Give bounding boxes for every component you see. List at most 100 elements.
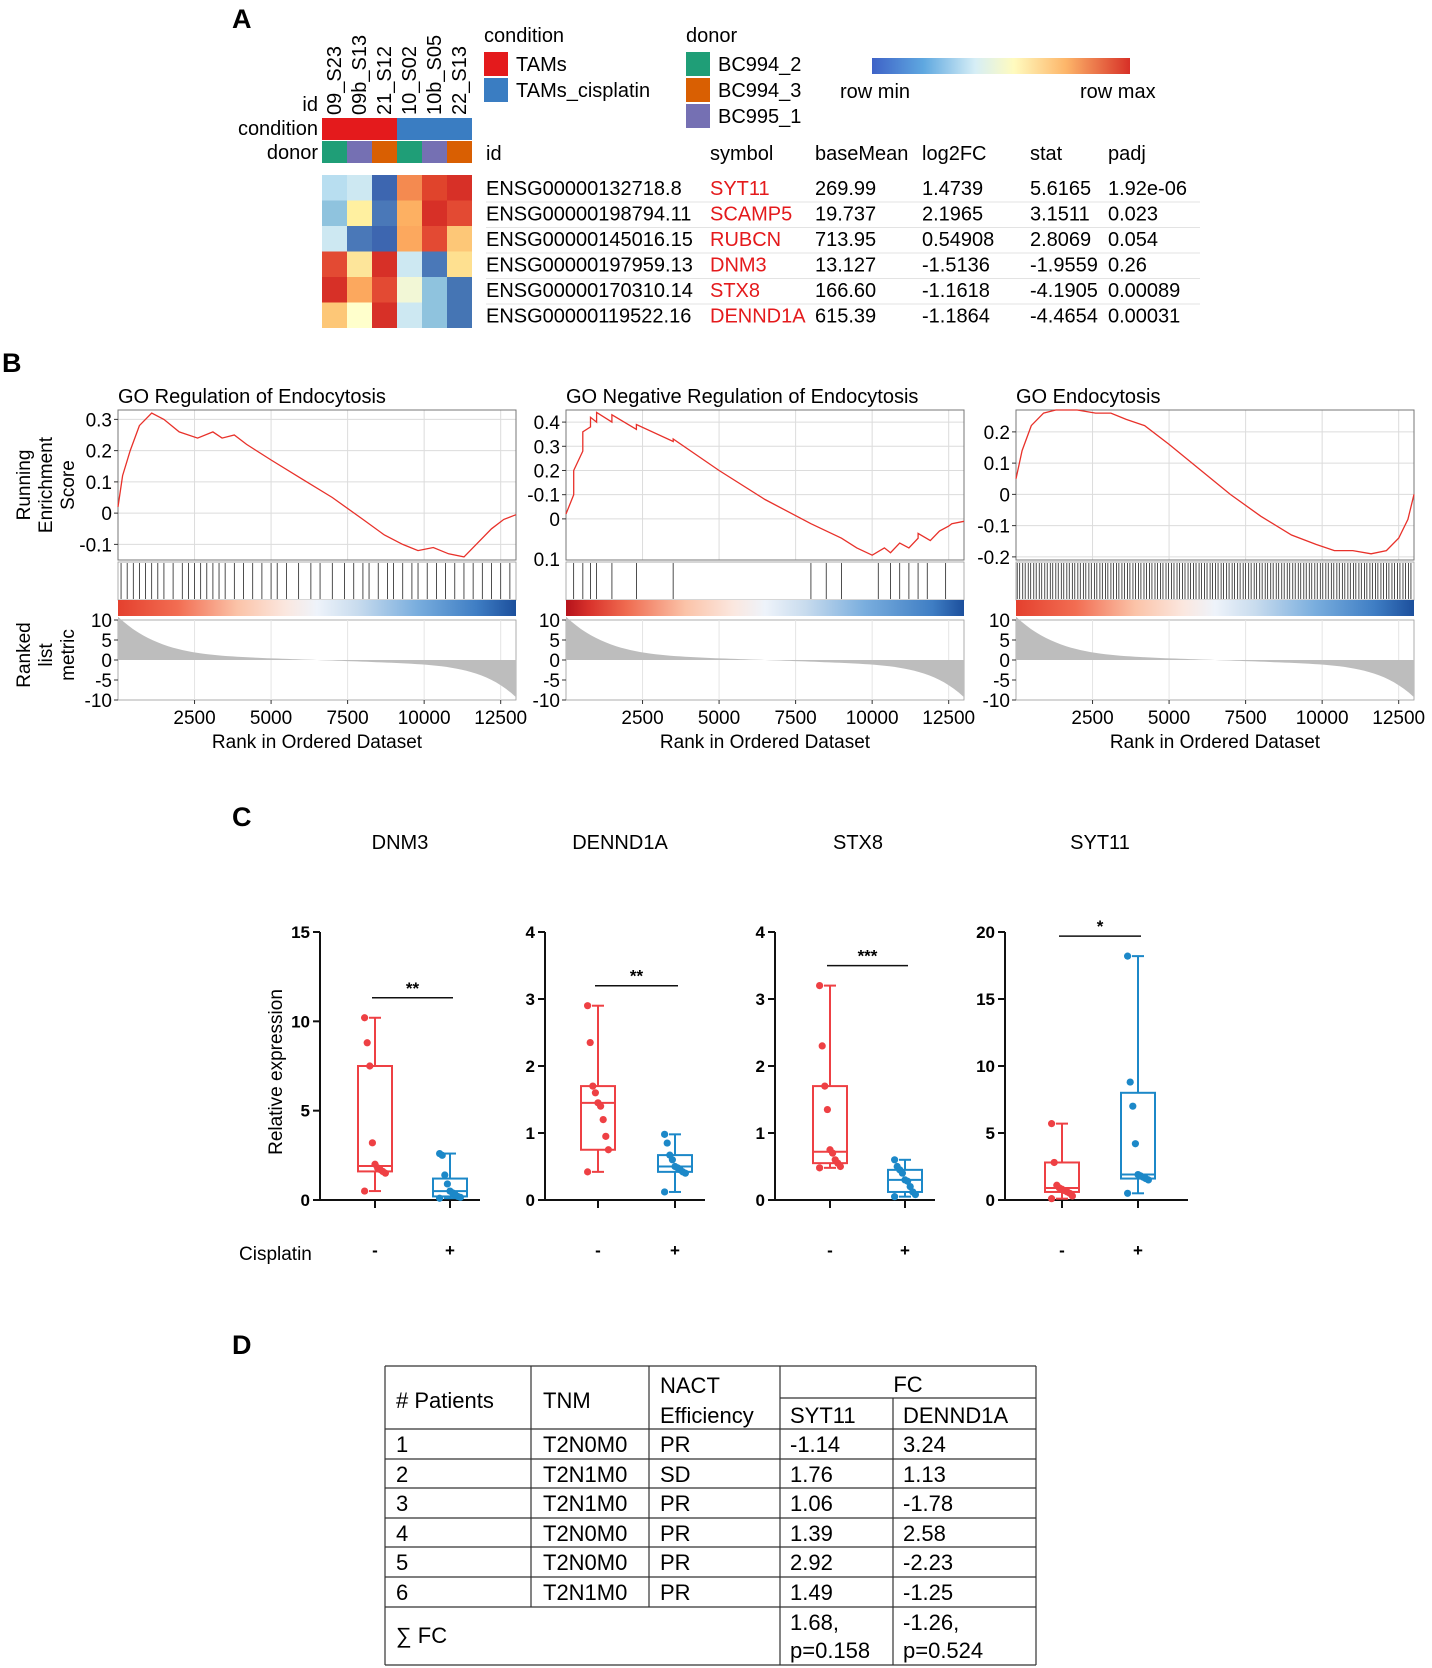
- donor-annotation-cell: [372, 141, 397, 163]
- data-point: [661, 1130, 669, 1138]
- gene-table-cell: 166.60: [815, 280, 876, 302]
- table-header: NACT: [660, 1373, 720, 1398]
- gene-symbol: SYT11: [710, 178, 770, 200]
- x-tick-label: 7500: [1224, 708, 1266, 729]
- y-tick-label: 20: [976, 923, 995, 942]
- heatmap-condition-row-label: condition: [238, 118, 318, 140]
- y-tick-label: 0.2: [534, 461, 560, 482]
- heatmap-cell: [372, 302, 397, 328]
- table-cell: T2N1M0: [543, 1462, 627, 1487]
- gene-table-cell: 0.054: [1108, 229, 1158, 251]
- x-tick-label: 2500: [173, 708, 215, 729]
- condition-legend: condition TAMs TAMs_cisplatin: [484, 25, 650, 102]
- table-cell: 4: [396, 1521, 408, 1546]
- metric-tick-label: 5: [101, 631, 112, 652]
- data-point: [911, 1191, 920, 1199]
- gene-table-cell: 713.95: [815, 229, 876, 251]
- x-axis-label: Rank in Ordered Dataset: [1110, 732, 1321, 753]
- donor-legend: donor BC994_2 BC994_3 BC995_1: [686, 25, 801, 128]
- data-point: [906, 1183, 914, 1191]
- data-point: [604, 1146, 613, 1154]
- heatmap-cell: [397, 277, 422, 303]
- data-point: [586, 1038, 594, 1047]
- heatmap-cell: [322, 226, 347, 252]
- donor-annotation-cell: [447, 141, 472, 163]
- y-tick-label: 15: [976, 990, 995, 1009]
- gene-table-cell: ENSG00000197959.13: [486, 255, 693, 277]
- heatmap-cell: [322, 277, 347, 303]
- metric-tick-label: 5: [549, 631, 560, 652]
- y-tick-label: 0: [526, 1191, 535, 1210]
- data-point: [1124, 952, 1132, 960]
- heatmap-cell: [372, 251, 397, 277]
- y-tick-label: 0: [101, 504, 112, 525]
- data-point: [681, 1169, 690, 1177]
- data-point: [584, 1002, 592, 1010]
- condition-legend-label: TAMs: [516, 54, 567, 76]
- box: [432, 1177, 468, 1198]
- data-point: [1048, 1195, 1056, 1203]
- gene-table-cell: 0.023: [1108, 204, 1158, 226]
- x-tick-label: 7500: [326, 708, 368, 729]
- table-cell: PR: [660, 1550, 691, 1575]
- gene-table-cell: 1.4739: [922, 178, 983, 200]
- ranked-metric-area: [118, 616, 516, 698]
- data-point: [363, 1039, 371, 1047]
- y-tick-label: 1: [756, 1124, 765, 1143]
- table-cell: 1.13: [903, 1462, 946, 1487]
- heatmap-cell: [397, 175, 422, 201]
- table-cell: T2N1M0: [543, 1580, 627, 1605]
- gsea-title: GO Regulation of Endocytosis: [118, 386, 386, 408]
- heatmap-cell: [397, 200, 422, 226]
- y-tick-label: 4: [756, 923, 766, 942]
- data-point: [438, 1151, 446, 1159]
- boxplot-title: DNM3: [372, 832, 429, 854]
- significance-label: **: [630, 967, 644, 986]
- x-tick-label: 10000: [1296, 708, 1349, 729]
- gene-table-cell: -4.4654: [1030, 306, 1098, 328]
- running-enrichment-line: [117, 412, 517, 558]
- gene-table-cell: -1.1618: [922, 280, 990, 302]
- significance-label: **: [406, 979, 420, 998]
- heatmap-cell: [372, 226, 397, 252]
- donor-swatch: [686, 52, 710, 76]
- y-tick-label: 15: [291, 923, 310, 942]
- table-cell: -2.23: [903, 1550, 953, 1575]
- metric-tick-label: 0: [999, 651, 1010, 672]
- heatmap-cell: [347, 175, 372, 201]
- heatmap-cell: [447, 175, 472, 201]
- gene-symbol: DENND1A: [710, 306, 806, 328]
- gene-table-cell: 3.1511: [1030, 204, 1090, 226]
- condition-annotation-cell: [372, 118, 397, 140]
- data-point: [361, 1187, 369, 1195]
- donor-swatch: [686, 104, 710, 128]
- gene-table-cell: 0.00031: [1108, 306, 1180, 328]
- x-tick-label: 12500: [1372, 708, 1425, 729]
- heatmap-cell: [322, 251, 347, 277]
- y-tick-label: 10: [976, 1057, 995, 1076]
- table-cell: 1.49: [790, 1580, 833, 1605]
- heatmap-cell: [372, 200, 397, 226]
- data-point: [366, 1062, 374, 1070]
- boxplot-panel: DENND1A 0 1 2 3 4 - + **: [526, 832, 705, 1260]
- category-label: +: [445, 1241, 455, 1260]
- gene-table-cell: 13.127: [815, 255, 876, 277]
- table-cell: -1.14: [790, 1432, 840, 1457]
- panel-label-a: A: [232, 4, 252, 34]
- sample-label: 09_S23: [324, 46, 346, 115]
- data-point: [818, 1042, 826, 1050]
- table-cell: -1.26,: [903, 1610, 959, 1635]
- gene-table-header: id: [486, 143, 502, 165]
- y-tick-label: 0.1: [534, 550, 560, 571]
- data-point: [821, 1082, 829, 1090]
- heatmap-cell: [347, 226, 372, 252]
- table-cell: 1.76: [790, 1462, 833, 1487]
- enrichment-plot-frame: [565, 409, 965, 561]
- metric-tick-label: -10: [85, 691, 112, 712]
- heatmap-cell: [422, 277, 447, 303]
- heatmap-cell: [347, 200, 372, 226]
- x-tick-label: 10000: [846, 708, 899, 729]
- heatmap-cell: [322, 302, 347, 328]
- heatmap-cell: [447, 277, 472, 303]
- data-point: [1131, 1140, 1139, 1148]
